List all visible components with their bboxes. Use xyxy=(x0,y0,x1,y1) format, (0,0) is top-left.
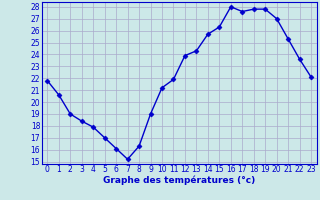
X-axis label: Graphe des températures (°c): Graphe des températures (°c) xyxy=(103,176,255,185)
